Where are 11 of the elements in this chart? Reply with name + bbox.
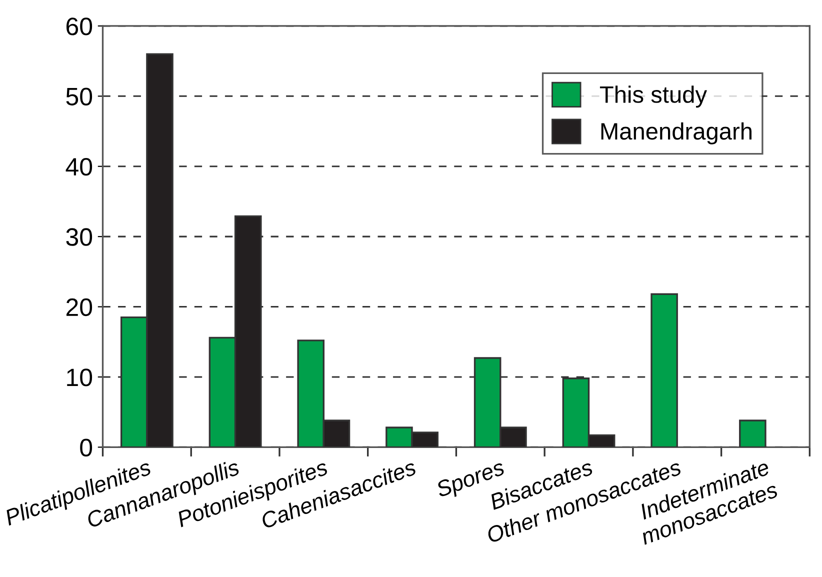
y-tick-label: 40	[66, 158, 92, 176]
y-tick-label: 10	[67, 368, 92, 386]
y-tick-label: 0	[80, 438, 92, 456]
y-tick-label: 20	[66, 298, 92, 316]
y-tick-label: 60	[66, 18, 92, 36]
legend-label: This study	[600, 86, 707, 108]
bar	[650, 293, 678, 448]
legend-label: Manendragarh	[601, 122, 752, 144]
y-tick-label: 30	[66, 228, 92, 246]
bar	[739, 420, 766, 448]
y-tick-label: 50	[66, 88, 92, 106]
